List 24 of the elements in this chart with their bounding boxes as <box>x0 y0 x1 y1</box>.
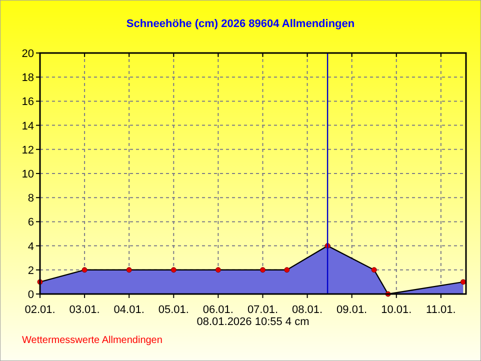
y-tick-label: 0 <box>28 289 34 301</box>
x-tick-label: 08.01. <box>292 304 323 316</box>
x-tick-label: 06.01. <box>202 304 234 316</box>
x-tick-label: 05.01. <box>158 304 189 316</box>
y-tick-label: 20 <box>22 48 34 60</box>
ref-line-label: 08.01.2026 10:55 4 cm <box>196 316 310 328</box>
y-tick-label: 12 <box>22 144 34 156</box>
y-tick-label: 14 <box>22 120 34 132</box>
text: Wettermesswerte Allmendingen <box>22 335 162 346</box>
chart-title: Schneehöhe (cm) 2026 89604 Allmendingen <box>126 18 355 30</box>
x-tick-label: 10.01. <box>381 304 412 316</box>
y-tick-label: 18 <box>22 72 34 84</box>
y-tick-label: 16 <box>22 96 34 108</box>
x-tick-label: 02.01. <box>24 304 56 316</box>
x-tick-label: 07.01. <box>247 304 278 316</box>
x-tick-label: 03.01. <box>69 304 100 316</box>
y-tick-label: 2 <box>28 264 34 277</box>
x-tick-label: 09.01. <box>336 304 368 316</box>
x-tick-label: 04.01. <box>114 304 144 316</box>
y-tick-label: 6 <box>28 216 34 229</box>
x-tick-label: 11.01. <box>426 304 456 316</box>
y-tick-label: 8 <box>28 192 34 205</box>
y-tick-label: 10 <box>22 168 34 180</box>
y-tick-label: 4 <box>28 240 34 253</box>
